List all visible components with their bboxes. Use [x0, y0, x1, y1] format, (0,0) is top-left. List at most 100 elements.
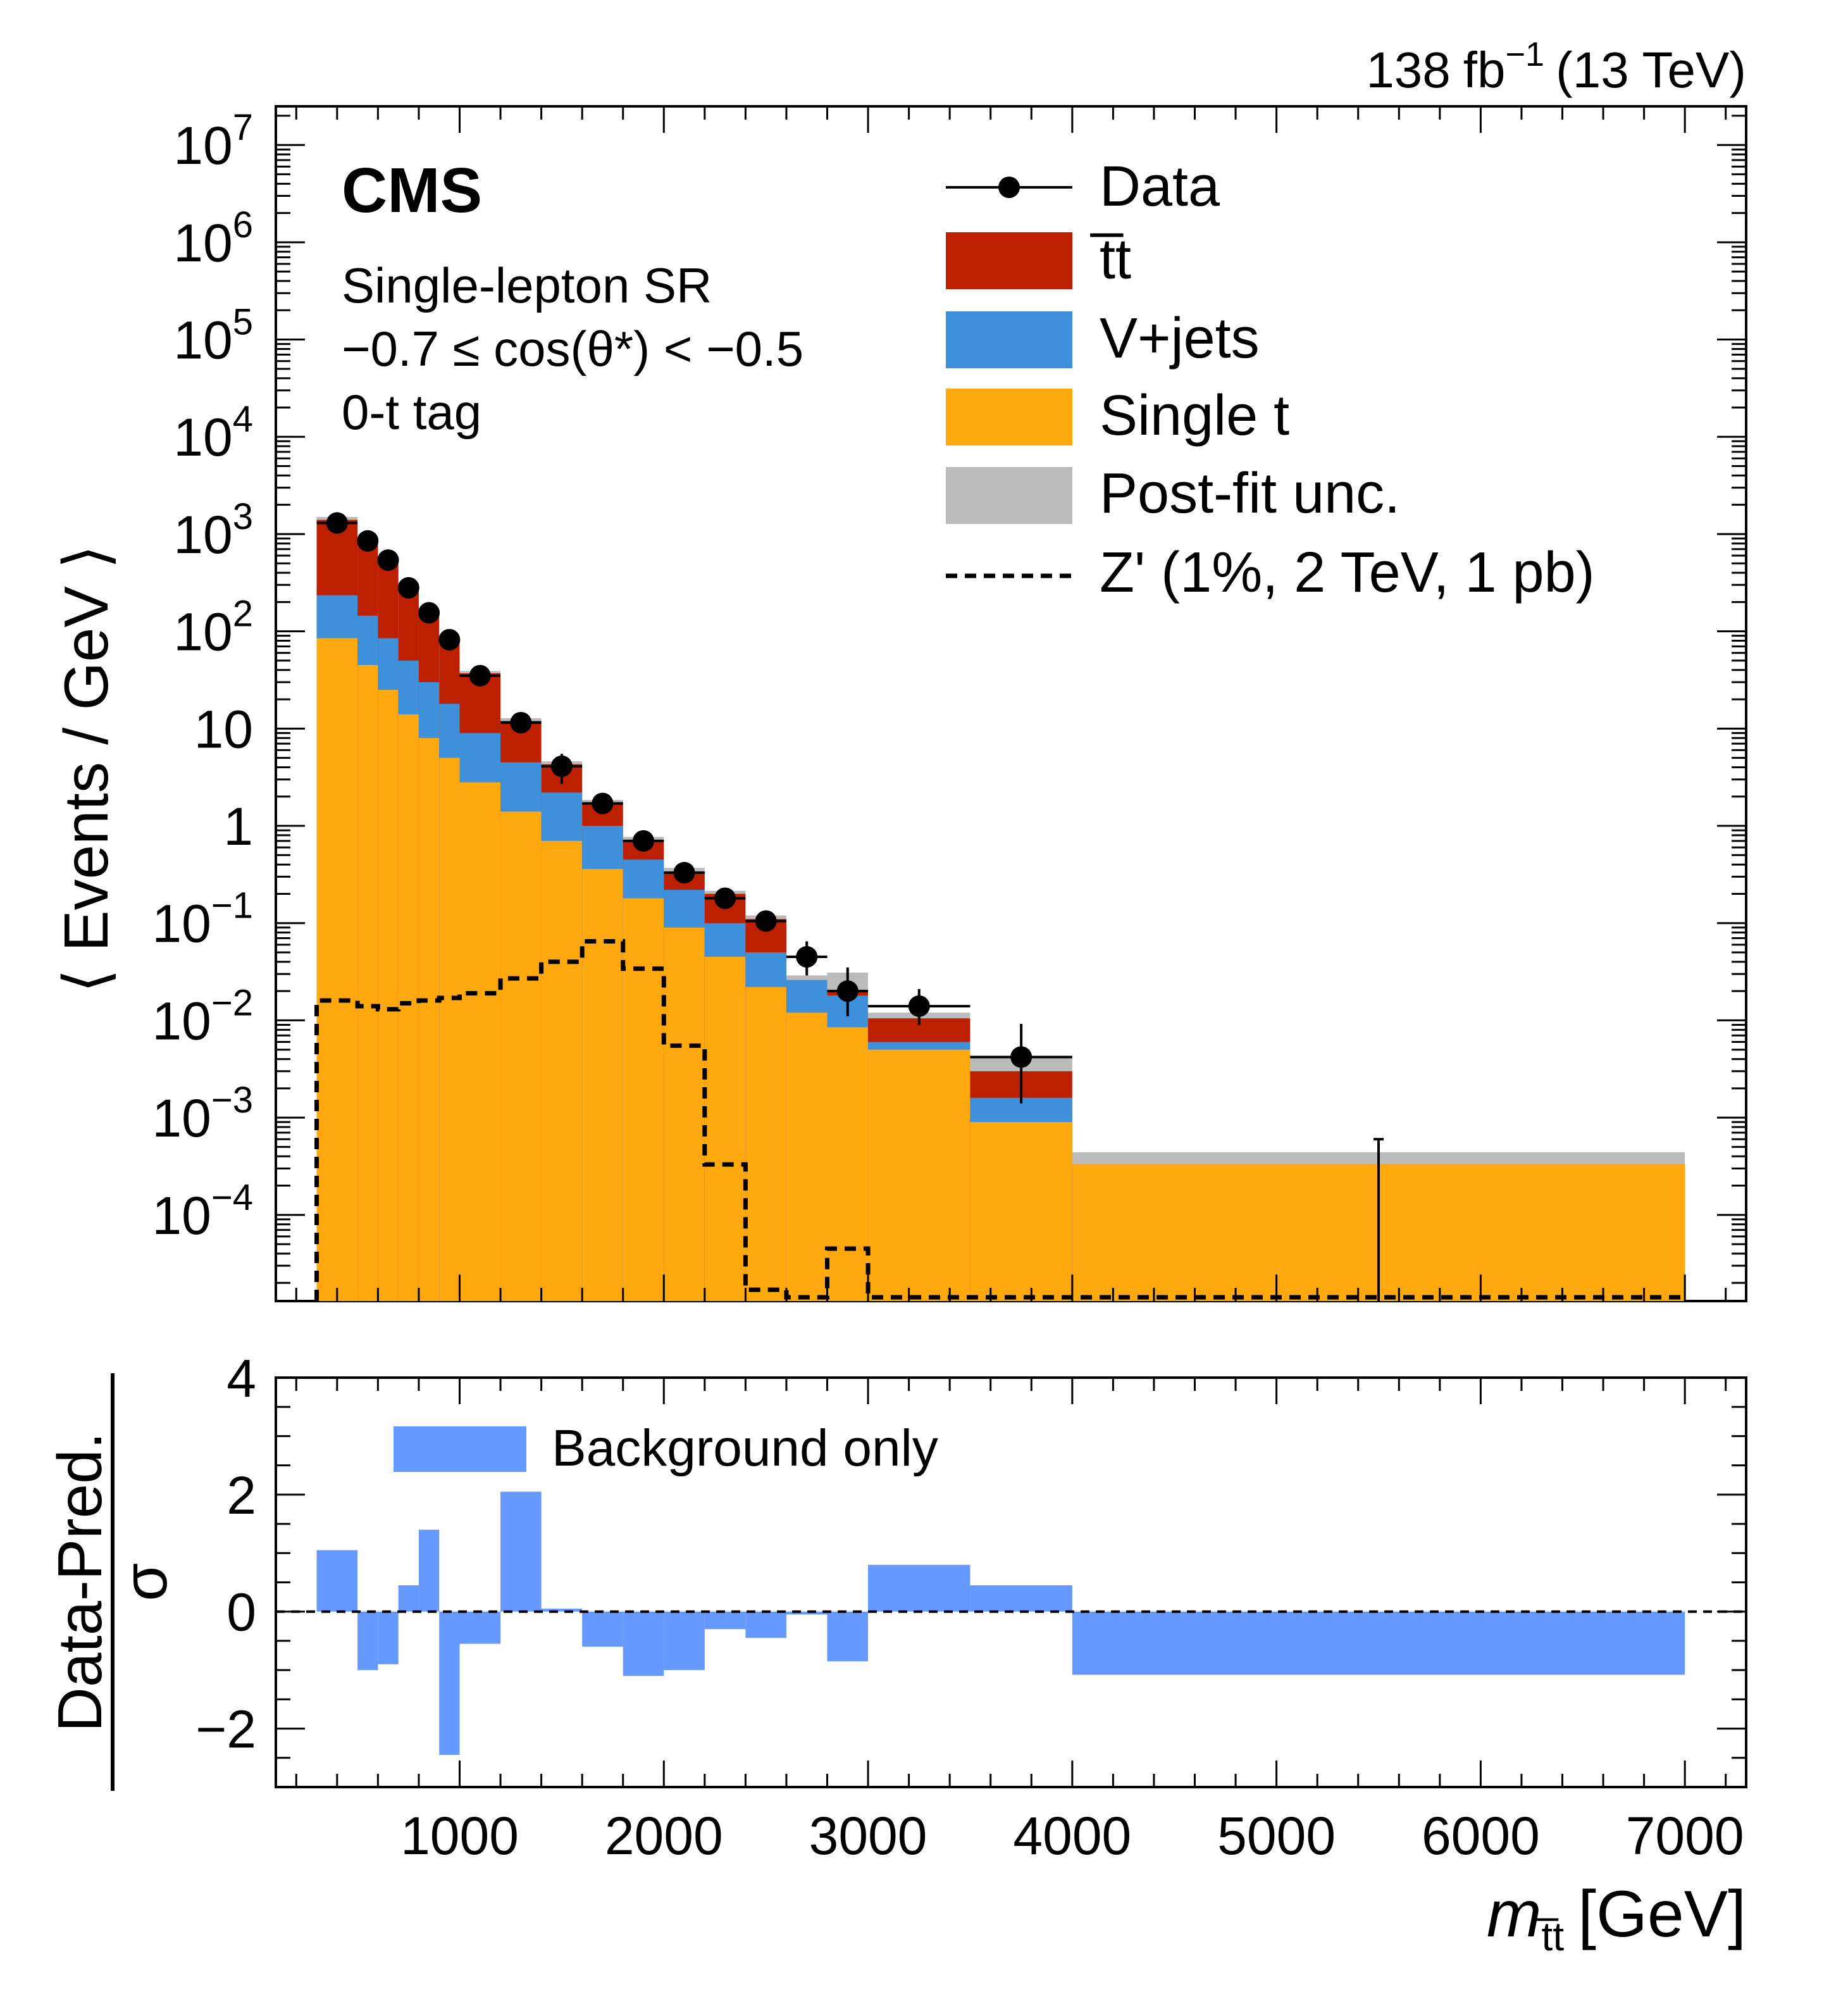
ratio-bar: [459, 1611, 501, 1644]
legend-swatch-ttbar: [946, 232, 1072, 289]
data-point: [745, 910, 786, 932]
ratio-bar: [582, 1611, 623, 1647]
ratio-bar: [357, 1611, 378, 1671]
legend-label-ttbar: t̅t: [1089, 228, 1131, 291]
ratio-bar: [1072, 1611, 1685, 1675]
ratio-bar: [623, 1611, 664, 1676]
ratio-plot-area: [276, 1492, 1746, 1755]
data-marker: [1010, 1046, 1033, 1068]
ratio-legend-swatch: [394, 1426, 526, 1472]
y-tick-exponent: 7: [233, 107, 253, 148]
experiment-label: CMS: [342, 155, 482, 226]
data-marker: [326, 512, 348, 534]
y-tick-exponent: 6: [233, 204, 253, 246]
y-tick-base: 10: [173, 213, 232, 273]
data-marker: [510, 712, 532, 734]
legend: Data t̅t V+jets Single t Post-fit unc. Z…: [946, 155, 1595, 604]
legend-swatch-single-t: [946, 389, 1072, 446]
bar-unc: [786, 975, 828, 982]
ratio-axis-ticks: [276, 1376, 1746, 1788]
data-marker: [673, 862, 695, 884]
x-tick-label: 2000: [605, 1806, 723, 1866]
y-tick-label: 10−4: [152, 1177, 253, 1245]
y-tick-base: 10: [194, 699, 253, 759]
y-tick-label: 10−2: [152, 982, 253, 1050]
data-point: [827, 967, 869, 1017]
data-marker: [550, 755, 573, 777]
bar-single-t: [623, 898, 664, 1301]
y-tick-exponent: −2: [211, 982, 253, 1023]
y-tick-base: 10: [173, 505, 232, 564]
main-y-axis-label: ⟨ Events / GeV ⟩: [51, 545, 121, 993]
ratio-y-axis-label: Data-Pred. σ: [45, 1373, 180, 1791]
bar-single-t: [378, 690, 399, 1301]
y-tick-exponent: 4: [233, 399, 253, 440]
y-tick-exponent: 5: [233, 302, 253, 343]
data-point: [438, 628, 461, 651]
data-point: [397, 576, 419, 599]
ratio-y-tick-labels: 4 2 0 −2: [195, 1349, 256, 1759]
legend-entry-single-t: Single t: [946, 384, 1289, 447]
bar-single-t: [398, 714, 419, 1301]
y-tick-label: 10−3: [152, 1080, 253, 1148]
legend-label-unc: Post-fit unc.: [1100, 462, 1400, 525]
x-tick-label: 6000: [1422, 1806, 1540, 1866]
bar-single-t: [827, 1027, 869, 1301]
x-tick-label: 3000: [809, 1806, 927, 1866]
y-tick-base: 10: [173, 602, 232, 662]
legend-entry-ttbar: t̅t: [946, 228, 1131, 291]
data-point: [786, 941, 828, 976]
data-marker: [714, 887, 736, 909]
bar-single-t: [745, 987, 786, 1301]
y-tick-exponent: 2: [233, 594, 253, 635]
data-point: [582, 792, 623, 814]
y-tick-exponent: 3: [233, 496, 253, 537]
x-tick-labels: 1000 2000 3000 4000 5000 6000 7000: [400, 1806, 1744, 1866]
y-tick-base: 1: [223, 797, 253, 856]
data-point: [459, 664, 501, 687]
y-tick-base: 10: [152, 1186, 211, 1245]
data-point: [418, 602, 440, 624]
legend-entry-vjets: V+jets: [946, 307, 1260, 370]
y-tick-label: 105: [173, 302, 253, 370]
data-marker: [469, 664, 491, 687]
data-point: [868, 988, 971, 1025]
y-tick-base: 10: [173, 116, 232, 175]
x-tick-label: 4000: [1013, 1806, 1131, 1866]
bar-single-t: [459, 782, 501, 1301]
legend-label-data: Data: [1100, 155, 1220, 218]
main-axis-ticks: [276, 106, 1746, 1301]
data-marker: [592, 792, 614, 814]
data-point: [357, 530, 379, 552]
ratio-bar: [398, 1585, 419, 1612]
y-tick-base: 10: [173, 311, 232, 370]
y-tick-base: 10: [152, 1088, 211, 1148]
y-tick-label: 1: [223, 797, 253, 856]
ratio-bar: [786, 1611, 828, 1615]
y-tick-label: 10−1: [152, 885, 253, 954]
data-marker: [908, 995, 930, 1017]
ratio-bar: [439, 1611, 460, 1755]
bar-single-t: [439, 757, 460, 1301]
ratio-bar: [316, 1550, 358, 1612]
bar-single-t: [970, 1122, 1072, 1301]
y-tick-label: 107: [173, 107, 253, 175]
bar-single-t: [868, 1049, 971, 1301]
info-line-region: Single-lepton SR: [342, 258, 712, 313]
ratio-y-denominator: σ: [110, 1563, 180, 1601]
ratio-bar: [704, 1611, 746, 1629]
y-tick-label: 106: [173, 204, 253, 273]
ratio-bar: [418, 1530, 440, 1612]
bar-single-t: [418, 738, 440, 1301]
ratio-y-tick-label: −2: [195, 1700, 256, 1759]
legend-entry-unc: Post-fit unc.: [946, 462, 1400, 525]
data-marker: [796, 946, 818, 968]
data-point: [704, 887, 746, 909]
y-tick-exponent: −1: [211, 885, 253, 926]
info-line-tag: 0-t tag: [342, 384, 481, 440]
y-tick-base: 10: [152, 894, 211, 954]
ratio-legend-label: Background only: [552, 1419, 938, 1477]
data-point: [541, 754, 583, 784]
bar-single-t: [316, 638, 358, 1302]
